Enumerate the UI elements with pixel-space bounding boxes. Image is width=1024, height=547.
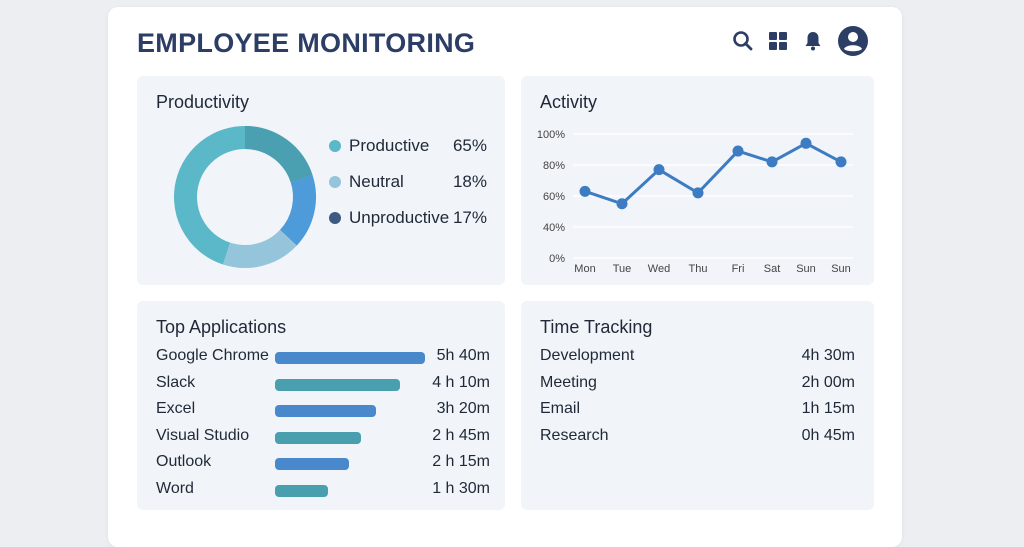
category-time: 4h 30m xyxy=(801,347,855,364)
y-tick-label: 0% xyxy=(549,253,565,265)
app-row: Slack 4 h 10m xyxy=(156,374,490,394)
legend-label: Productive xyxy=(349,136,430,155)
legend-dot xyxy=(329,176,341,188)
app-usage-bar xyxy=(275,431,361,444)
bell-icon[interactable] xyxy=(802,30,824,52)
y-tick-label: 100% xyxy=(537,129,565,141)
legend-label: Unproductive xyxy=(349,208,450,227)
x-tick-label: Sun xyxy=(796,263,816,275)
top-applications-panel: Top Applications Google Chrome 5h 40m Sla… xyxy=(137,301,505,510)
x-tick-label: Sun xyxy=(831,263,851,275)
category-name: Meeting xyxy=(540,373,597,391)
donut-highlight xyxy=(244,126,313,183)
category-name: Email xyxy=(540,400,581,418)
time-row: Meeting 2h 00m xyxy=(540,374,855,392)
app-time: 2 h 45m xyxy=(432,426,490,444)
app-usage-bar xyxy=(275,458,349,471)
app-name: Visual Studio xyxy=(156,426,250,444)
app-name: Slack xyxy=(156,373,196,391)
category-name: Development xyxy=(540,347,635,364)
data-point xyxy=(616,198,628,210)
x-tick-label: Wed xyxy=(648,263,670,275)
x-tick-label: Tue xyxy=(613,263,632,275)
legend-neutral: Neutral 18% xyxy=(329,172,487,192)
header-toolbar xyxy=(732,26,868,56)
app-row: Outlook 2 h 15m xyxy=(156,453,490,473)
app-usage-bar xyxy=(275,405,376,418)
time-row: Development 4h 30m xyxy=(540,347,855,365)
productivity-donut xyxy=(174,126,316,268)
x-tick-label: Fri xyxy=(732,263,745,275)
legend-value: 65% xyxy=(452,136,487,155)
legend-productive: Productive 65% xyxy=(329,136,487,156)
app-name: Word xyxy=(156,480,194,497)
x-tick-label: Sat xyxy=(764,263,781,275)
data-point xyxy=(692,187,704,199)
legend-dot xyxy=(329,212,341,224)
app-name: Outlook xyxy=(156,453,212,471)
panel-title: Activity xyxy=(540,92,598,112)
productivity-panel: Productivity Productive 65% Neutral 18% Un… xyxy=(137,76,505,285)
data-point xyxy=(732,145,744,157)
app-name: Excel xyxy=(156,400,196,418)
time-tracking-panel: Time Tracking Development 4h 30m Meeting 2h… xyxy=(521,301,874,510)
panel-title: Time Tracking xyxy=(540,317,653,337)
time-row: Research 0h 45m xyxy=(540,427,855,445)
y-tick-label: 40% xyxy=(543,222,565,234)
legend-value: 18% xyxy=(452,172,487,191)
category-time: 1h 15m xyxy=(801,400,855,418)
page-title: EMPLOYEE MONITORING xyxy=(137,28,476,58)
app-usage-bar xyxy=(275,378,400,391)
legend-label: Neutral xyxy=(349,172,404,191)
app-time: 3h 20m xyxy=(436,400,490,418)
category-time: 2h 00m xyxy=(801,373,855,391)
x-tick-label: Thu xyxy=(689,263,708,275)
legend-dot xyxy=(329,140,341,152)
time-row: Email 1h 15m xyxy=(540,400,855,418)
activity-line-chart: 100% 80% 60% 40% 0% Mon Tue Wed Thu Fri Sat Sun Sun xyxy=(537,129,853,275)
y-tick-label: 60% xyxy=(543,191,565,203)
user-avatar-icon[interactable] xyxy=(838,26,868,56)
app-row: Google Chrome 5h 40m xyxy=(156,347,490,367)
app-usage-bar xyxy=(275,485,328,497)
app-time: 1 h 30m xyxy=(432,480,490,497)
data-point xyxy=(653,164,665,176)
search-icon[interactable] xyxy=(732,30,754,52)
app-time: 2 h 15m xyxy=(432,453,490,471)
category-time: 0h 45m xyxy=(801,426,855,444)
legend-unproductive: Unproductive 17% xyxy=(329,208,487,228)
app-row: Excel 3h 20m xyxy=(156,400,490,420)
data-point xyxy=(800,137,812,149)
app-row: Word 1 h 30m xyxy=(156,480,490,500)
activity-panel: Activity 100% 80% 60% 40% 0% Mon Tue Wed Thu Fri S… xyxy=(521,76,874,285)
y-tick-label: 80% xyxy=(543,160,565,172)
donut-slice-neutral xyxy=(174,126,316,268)
app-usage-bar xyxy=(275,352,425,364)
panel-title: Top Applications xyxy=(156,317,287,337)
activity-line xyxy=(584,141,842,206)
data-point xyxy=(579,185,591,197)
app-row: Visual Studio 2 h 45m xyxy=(156,427,490,447)
data-point xyxy=(835,156,847,168)
app-name: Google Chrome xyxy=(156,347,269,364)
panel-title: Productivity xyxy=(156,92,250,112)
donut-slice-unproductive xyxy=(174,126,316,268)
app-time: 5h 40m xyxy=(436,347,490,364)
x-tick-label: Mon xyxy=(574,263,595,275)
grid-icon[interactable] xyxy=(768,31,788,51)
legend-value: 17% xyxy=(452,208,487,227)
app-time: 4 h 10m xyxy=(432,373,490,391)
category-name: Research xyxy=(540,426,609,444)
data-point xyxy=(766,156,778,168)
